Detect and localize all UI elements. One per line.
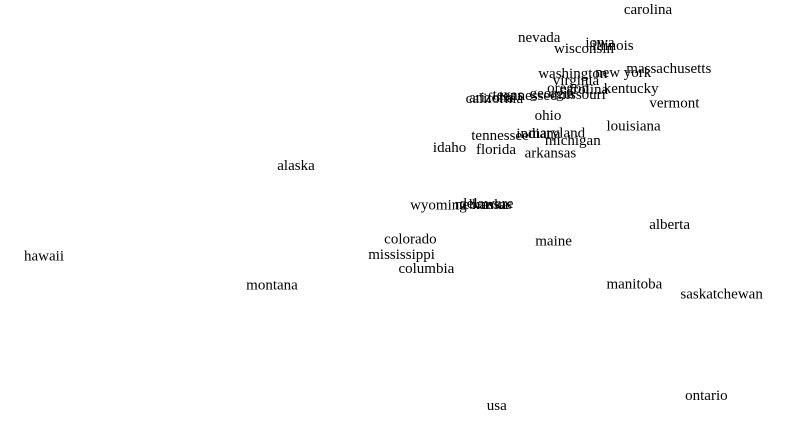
point-label: florida — [476, 142, 516, 158]
point-label: maryland — [528, 126, 585, 142]
point-label: georgia — [530, 86, 575, 102]
point-label: ohio — [535, 108, 562, 124]
point-label: idaho — [433, 140, 466, 156]
point-label: columbia — [398, 261, 454, 277]
point-label: nevada — [518, 30, 561, 46]
point-label: nebraska — [455, 197, 509, 213]
point-label: texas — [493, 88, 524, 104]
point-label: illinois — [592, 38, 634, 54]
point-label: vermont — [649, 96, 700, 112]
point-label: saskatchewan — [680, 287, 763, 303]
point-label: manitoba — [606, 277, 662, 293]
point-label: wyoming — [410, 198, 467, 214]
point-label: alaska — [277, 158, 315, 174]
point-label: colorado — [384, 232, 436, 248]
point-label: iowa — [585, 35, 615, 51]
point-label: kansas — [472, 197, 512, 213]
point-label: wisconsin — [554, 41, 615, 57]
point-label: new york — [595, 65, 652, 81]
point-label: louisiana — [607, 119, 661, 135]
point-label: carolina — [560, 82, 609, 98]
point-label: delaware — [459, 196, 513, 212]
point-label: hawaii — [24, 249, 64, 265]
point-label: michigan — [545, 133, 601, 149]
point-label: tennessee — [499, 88, 557, 104]
point-label: tennessee — [471, 128, 529, 144]
point-label: arizona — [469, 90, 513, 106]
point-label: virginia — [553, 73, 600, 89]
point-label: kentucky — [604, 81, 659, 97]
point-label: usa — [487, 398, 507, 414]
point-label: oregon — [547, 81, 589, 97]
point-label: missouri — [554, 87, 606, 103]
point-label: montana — [246, 278, 298, 294]
point-label: maine — [535, 234, 572, 250]
point-label: arkansas — [525, 146, 577, 162]
point-label: massachusetts — [626, 61, 711, 77]
point-label: carolina — [624, 2, 673, 18]
point-label: california — [466, 91, 524, 107]
point-label: alberta — [649, 217, 690, 233]
point-label: ontario — [685, 388, 728, 404]
point-label: mississippi — [368, 247, 435, 263]
point-label: washington — [538, 66, 608, 82]
point-label: indiana — [516, 126, 560, 142]
